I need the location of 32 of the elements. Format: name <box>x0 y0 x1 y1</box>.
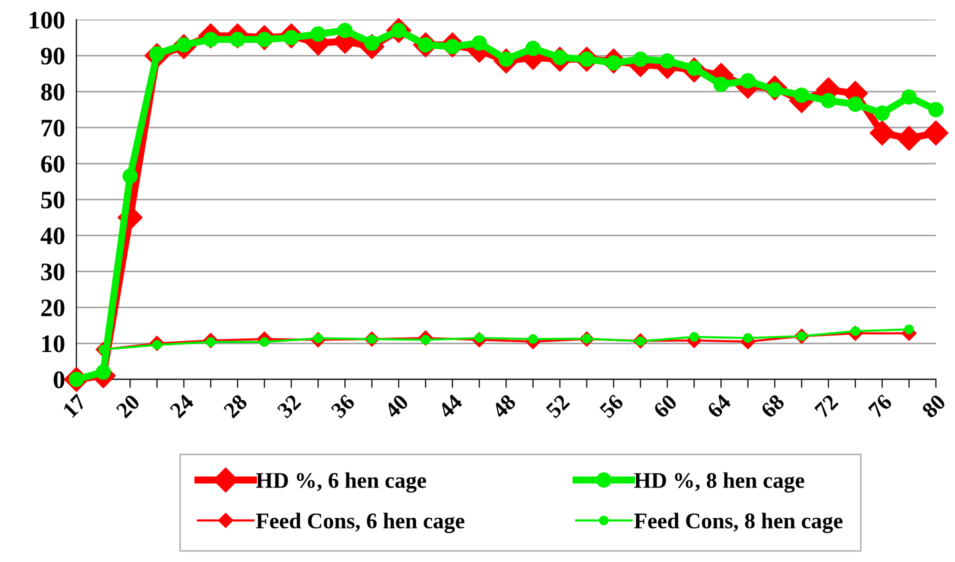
y-tick-label: 90 <box>40 48 64 65</box>
legend-label: HD %, 6 hen cage <box>256 472 426 493</box>
x-tick-label: 48 <box>491 394 517 420</box>
y-tick-label: 10 <box>42 335 64 352</box>
x-tick-label: 44 <box>437 393 464 419</box>
y-tick-label: 60 <box>41 156 64 172</box>
x-tick-label: 80 <box>921 394 946 419</box>
y-tick-label: 100 <box>30 12 64 29</box>
y-tick-label: 80 <box>41 84 64 101</box>
x-tick-label: 60 <box>652 394 678 419</box>
y-tick-label: 30 <box>41 263 64 280</box>
x-tick-label: 28 <box>222 394 248 419</box>
x-tick-label: 32 <box>276 394 302 419</box>
x-tick-label: 72 <box>814 394 839 418</box>
legend-label: Feed Cons, 6 hen cage <box>256 512 464 534</box>
legend-label: HD %, 8 hen cage <box>634 472 804 493</box>
y-tick-label: 20 <box>41 299 64 316</box>
x-tick-label: 68 <box>760 394 786 419</box>
x-tick-label: 24 <box>169 393 194 418</box>
y-tick-label: 70 <box>42 120 64 136</box>
y-tick-label: 40 <box>40 228 64 244</box>
y-tick-label: 50 <box>41 192 64 208</box>
x-tick-label: 36 <box>330 394 356 419</box>
legend-label: Feed Cons, 8 hen cage <box>634 512 842 534</box>
x-tick-label: 40 <box>384 394 410 420</box>
x-tick-label: 56 <box>599 394 624 419</box>
x-tick-label: 76 <box>868 394 893 418</box>
x-tick-label: 17 <box>62 393 87 418</box>
x-tick-label: 64 <box>706 393 732 419</box>
y-tick-label: 0 <box>54 371 64 388</box>
x-tick-label: 52 <box>545 394 570 419</box>
x-tick-label: 20 <box>116 394 141 419</box>
